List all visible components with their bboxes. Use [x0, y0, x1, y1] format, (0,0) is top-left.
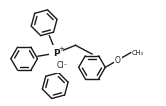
Text: Cl⁻: Cl⁻: [57, 61, 68, 70]
Text: +: +: [58, 46, 64, 52]
Text: O: O: [115, 56, 121, 65]
Text: P: P: [53, 49, 60, 57]
Text: CH₃: CH₃: [132, 50, 144, 56]
